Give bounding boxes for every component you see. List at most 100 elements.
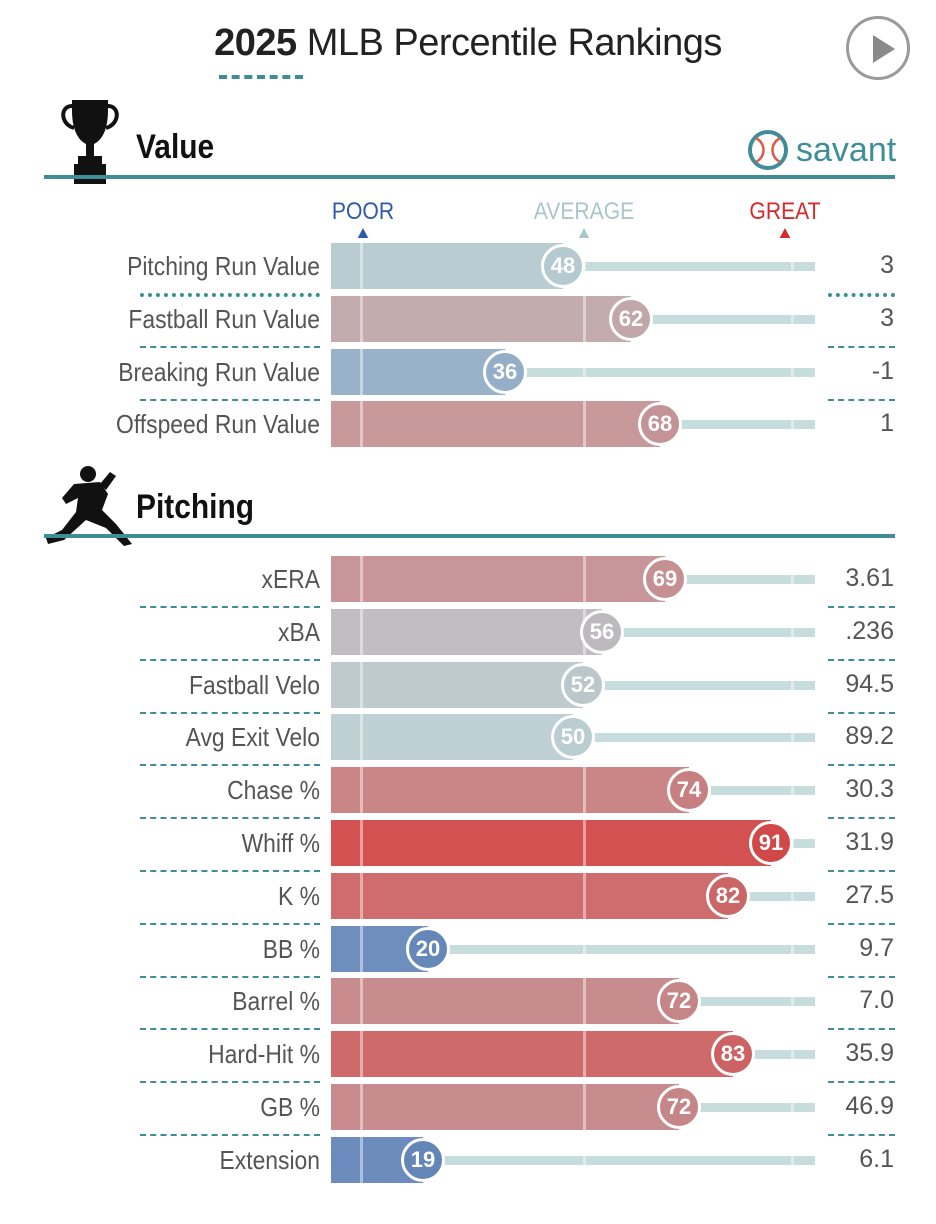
percentile-circle-fastball-velo[interactable]: 52 bbox=[561, 663, 605, 707]
row-separator-right bbox=[828, 870, 895, 872]
baseball-icon bbox=[748, 130, 788, 170]
row-value-fastball-velo: 94.5 bbox=[845, 670, 894, 698]
row-value-gb: 46.9 bbox=[845, 1092, 894, 1120]
reference-line-0 bbox=[360, 820, 363, 866]
reference-line-0 bbox=[360, 926, 363, 972]
play-icon bbox=[873, 35, 895, 63]
row-separator-left bbox=[140, 606, 320, 608]
row-separator-right bbox=[828, 1134, 895, 1136]
percentile-circle-bb[interactable]: 20 bbox=[406, 927, 450, 971]
row-separator-left bbox=[140, 870, 320, 872]
reference-line-0 bbox=[360, 296, 363, 342]
reference-line-1 bbox=[583, 556, 586, 602]
row-separator-right bbox=[828, 606, 895, 608]
row-label-avg-exit-velo: Avg Exit Velo bbox=[185, 722, 320, 752]
reference-line-0 bbox=[360, 1031, 363, 1077]
row-label-offspeed-run-value: Offspeed Run Value bbox=[116, 409, 320, 439]
row-label-pitching-run-value: Pitching Run Value bbox=[127, 251, 321, 281]
row-value-breaking-run-value: -1 bbox=[871, 357, 894, 385]
reference-line-2 bbox=[791, 1137, 794, 1183]
row-label-bb: BB % bbox=[262, 934, 320, 964]
row-label-chase: Chase % bbox=[227, 775, 320, 805]
bar-whiff bbox=[331, 820, 771, 866]
row-value-offspeed-run-value: 1 bbox=[880, 409, 894, 437]
reference-line-2 bbox=[791, 1084, 794, 1130]
reference-line-2 bbox=[791, 926, 794, 972]
poor-marker-icon bbox=[357, 228, 369, 238]
reference-line-0 bbox=[360, 873, 363, 919]
reference-line-2 bbox=[791, 1031, 794, 1077]
savant-brand-text: savant bbox=[796, 130, 897, 169]
reference-line-1 bbox=[583, 296, 586, 342]
row-value-fastball-run-value: 3 bbox=[880, 304, 894, 332]
bar-gb bbox=[331, 1084, 679, 1130]
percentile-circle-offspeed-run-value[interactable]: 68 bbox=[638, 402, 682, 446]
percentile-circle-barrel[interactable]: 72 bbox=[657, 979, 701, 1023]
row-separator-left bbox=[140, 976, 320, 978]
row-value-hard-hit: 35.9 bbox=[845, 1039, 894, 1067]
row-separator-right bbox=[828, 399, 895, 401]
row-label-extension: Extension bbox=[219, 1145, 320, 1175]
row-separator-left bbox=[140, 399, 320, 401]
bar-offspeed-run-value bbox=[331, 401, 660, 447]
percentile-circle-hard-hit[interactable]: 83 bbox=[711, 1032, 755, 1076]
scale-label-poor: POOR bbox=[323, 198, 402, 238]
row-label-k: K % bbox=[278, 881, 320, 911]
percentile-circle-breaking-run-value[interactable]: 36 bbox=[483, 350, 527, 394]
reference-line-2 bbox=[791, 609, 794, 655]
percentile-circle-pitching-run-value[interactable]: 48 bbox=[541, 244, 585, 288]
row-separator-right bbox=[828, 976, 895, 978]
reference-line-1 bbox=[583, 820, 586, 866]
row-separator-right bbox=[828, 659, 895, 661]
percentile-circle-chase[interactable]: 74 bbox=[667, 768, 711, 812]
percentile-circle-extension[interactable]: 19 bbox=[401, 1138, 445, 1182]
play-button[interactable] bbox=[846, 16, 910, 80]
row-separator-left bbox=[140, 1028, 320, 1030]
row-label-hard-hit: Hard-Hit % bbox=[208, 1039, 320, 1069]
reference-line-2 bbox=[791, 349, 794, 395]
track-fastball-velo bbox=[583, 681, 815, 690]
percentile-circle-fastball-run-value[interactable]: 62 bbox=[609, 297, 653, 341]
reference-line-0 bbox=[360, 662, 363, 708]
row-separator-right bbox=[828, 1028, 895, 1030]
percentile-circle-xba[interactable]: 56 bbox=[580, 610, 624, 654]
reference-line-0 bbox=[360, 1084, 363, 1130]
percentile-circle-gb[interactable]: 72 bbox=[657, 1085, 701, 1129]
reference-line-2 bbox=[791, 873, 794, 919]
bar-avg-exit-velo bbox=[331, 714, 573, 760]
row-value-pitching-run-value: 3 bbox=[880, 251, 894, 279]
track-gb bbox=[679, 1103, 815, 1112]
scale-label-average: AVERAGE bbox=[531, 198, 637, 238]
track-extension bbox=[423, 1156, 815, 1165]
row-label-xera: xERA bbox=[261, 564, 320, 594]
average-marker-icon bbox=[578, 228, 590, 238]
row-value-whiff: 31.9 bbox=[845, 828, 894, 856]
bar-breaking-run-value bbox=[331, 349, 505, 395]
pitcher-icon bbox=[46, 466, 132, 546]
percentile-circle-avg-exit-velo[interactable]: 50 bbox=[551, 715, 595, 759]
bar-xba bbox=[331, 609, 602, 655]
trophy-icon bbox=[61, 100, 119, 184]
percentile-circle-k[interactable]: 82 bbox=[706, 874, 750, 918]
reference-line-2 bbox=[791, 296, 794, 342]
row-separator-right bbox=[828, 346, 895, 348]
row-separator-right bbox=[828, 712, 895, 714]
bar-fastball-velo bbox=[331, 662, 583, 708]
reference-line-1 bbox=[583, 1031, 586, 1077]
reference-line-0 bbox=[360, 767, 363, 813]
reference-line-1 bbox=[583, 401, 586, 447]
row-separator-left bbox=[140, 712, 320, 714]
reference-line-0 bbox=[360, 609, 363, 655]
bar-pitching-run-value bbox=[331, 243, 563, 289]
reference-line-1 bbox=[583, 926, 586, 972]
track-breaking-run-value bbox=[505, 368, 815, 377]
row-separator-left bbox=[140, 659, 320, 661]
title-underline bbox=[219, 75, 303, 79]
track-whiff bbox=[771, 839, 815, 848]
row-separator-left bbox=[140, 764, 320, 766]
percentile-circle-whiff[interactable]: 91 bbox=[749, 821, 793, 865]
section-rule-value bbox=[44, 175, 895, 179]
percentile-circle-xera[interactable]: 69 bbox=[643, 557, 687, 601]
row-label-fastball-velo: Fastball Velo bbox=[188, 670, 320, 700]
row-label-whiff: Whiff % bbox=[241, 828, 320, 858]
